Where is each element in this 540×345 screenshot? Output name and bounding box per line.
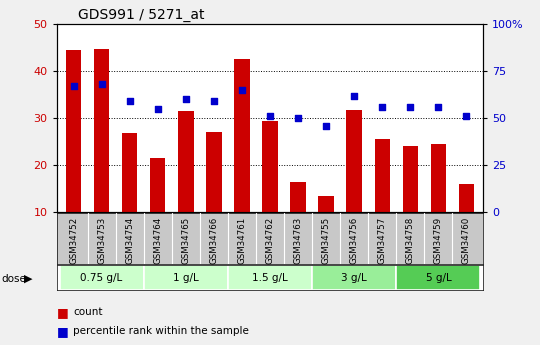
Bar (94, 49, 109, 212)
Bar (396, 265, 481, 290)
Bar (375, 139, 390, 212)
Bar (403, 146, 418, 212)
Text: GSM34758: GSM34758 (406, 217, 415, 264)
Text: 3 g/L: 3 g/L (341, 273, 367, 283)
Text: dose: dose (1, 274, 26, 284)
Text: GSM34759: GSM34759 (434, 217, 443, 264)
Text: count: count (73, 307, 103, 317)
Point (406, 104, 415, 110)
Bar (312, 265, 396, 290)
Point (350, 93, 359, 98)
Text: GSM34760: GSM34760 (462, 217, 471, 264)
Text: 0.75 g/L: 0.75 g/L (80, 273, 123, 283)
Point (378, 104, 387, 110)
Text: GSM34764: GSM34764 (153, 217, 162, 264)
Text: 5 g/L: 5 g/L (426, 273, 451, 283)
Bar (178, 111, 193, 212)
Text: GSM34757: GSM34757 (378, 217, 387, 264)
Bar (291, 181, 306, 212)
Bar (144, 265, 228, 290)
Bar (319, 196, 334, 212)
Bar (234, 59, 249, 212)
Point (125, 98, 134, 104)
Point (153, 106, 162, 111)
Text: ■: ■ (57, 325, 69, 338)
Point (266, 114, 274, 119)
Bar (66, 50, 81, 212)
Text: ▶: ▶ (24, 274, 32, 284)
Text: GSM34762: GSM34762 (266, 217, 274, 264)
Text: GSM34766: GSM34766 (210, 217, 218, 264)
Bar (206, 132, 221, 212)
Point (294, 115, 302, 121)
Text: GSM34755: GSM34755 (322, 217, 330, 264)
Bar (59, 265, 144, 290)
Point (462, 114, 471, 119)
Point (181, 97, 190, 102)
Bar (459, 184, 474, 212)
Bar (431, 144, 446, 212)
Point (238, 87, 246, 93)
Text: GDS991 / 5271_at: GDS991 / 5271_at (78, 8, 205, 22)
Text: percentile rank within the sample: percentile rank within the sample (73, 326, 249, 336)
Point (210, 98, 218, 104)
Text: ■: ■ (57, 306, 69, 319)
Bar (228, 265, 312, 290)
Point (97, 81, 106, 87)
Point (69, 83, 78, 89)
Bar (150, 158, 165, 212)
Bar (122, 133, 137, 212)
Text: GSM34765: GSM34765 (181, 217, 190, 264)
Text: GSM34753: GSM34753 (97, 217, 106, 264)
Text: 1 g/L: 1 g/L (173, 273, 199, 283)
Point (322, 123, 330, 128)
Text: GSM34754: GSM34754 (125, 217, 134, 264)
Text: 1.5 g/L: 1.5 g/L (252, 273, 288, 283)
Text: GSM34752: GSM34752 (69, 217, 78, 264)
Point (434, 104, 443, 110)
Text: GSM34761: GSM34761 (238, 217, 246, 264)
Text: GSM34763: GSM34763 (294, 217, 302, 264)
Bar (347, 110, 362, 212)
Bar (262, 120, 278, 212)
Text: GSM34756: GSM34756 (350, 217, 359, 264)
